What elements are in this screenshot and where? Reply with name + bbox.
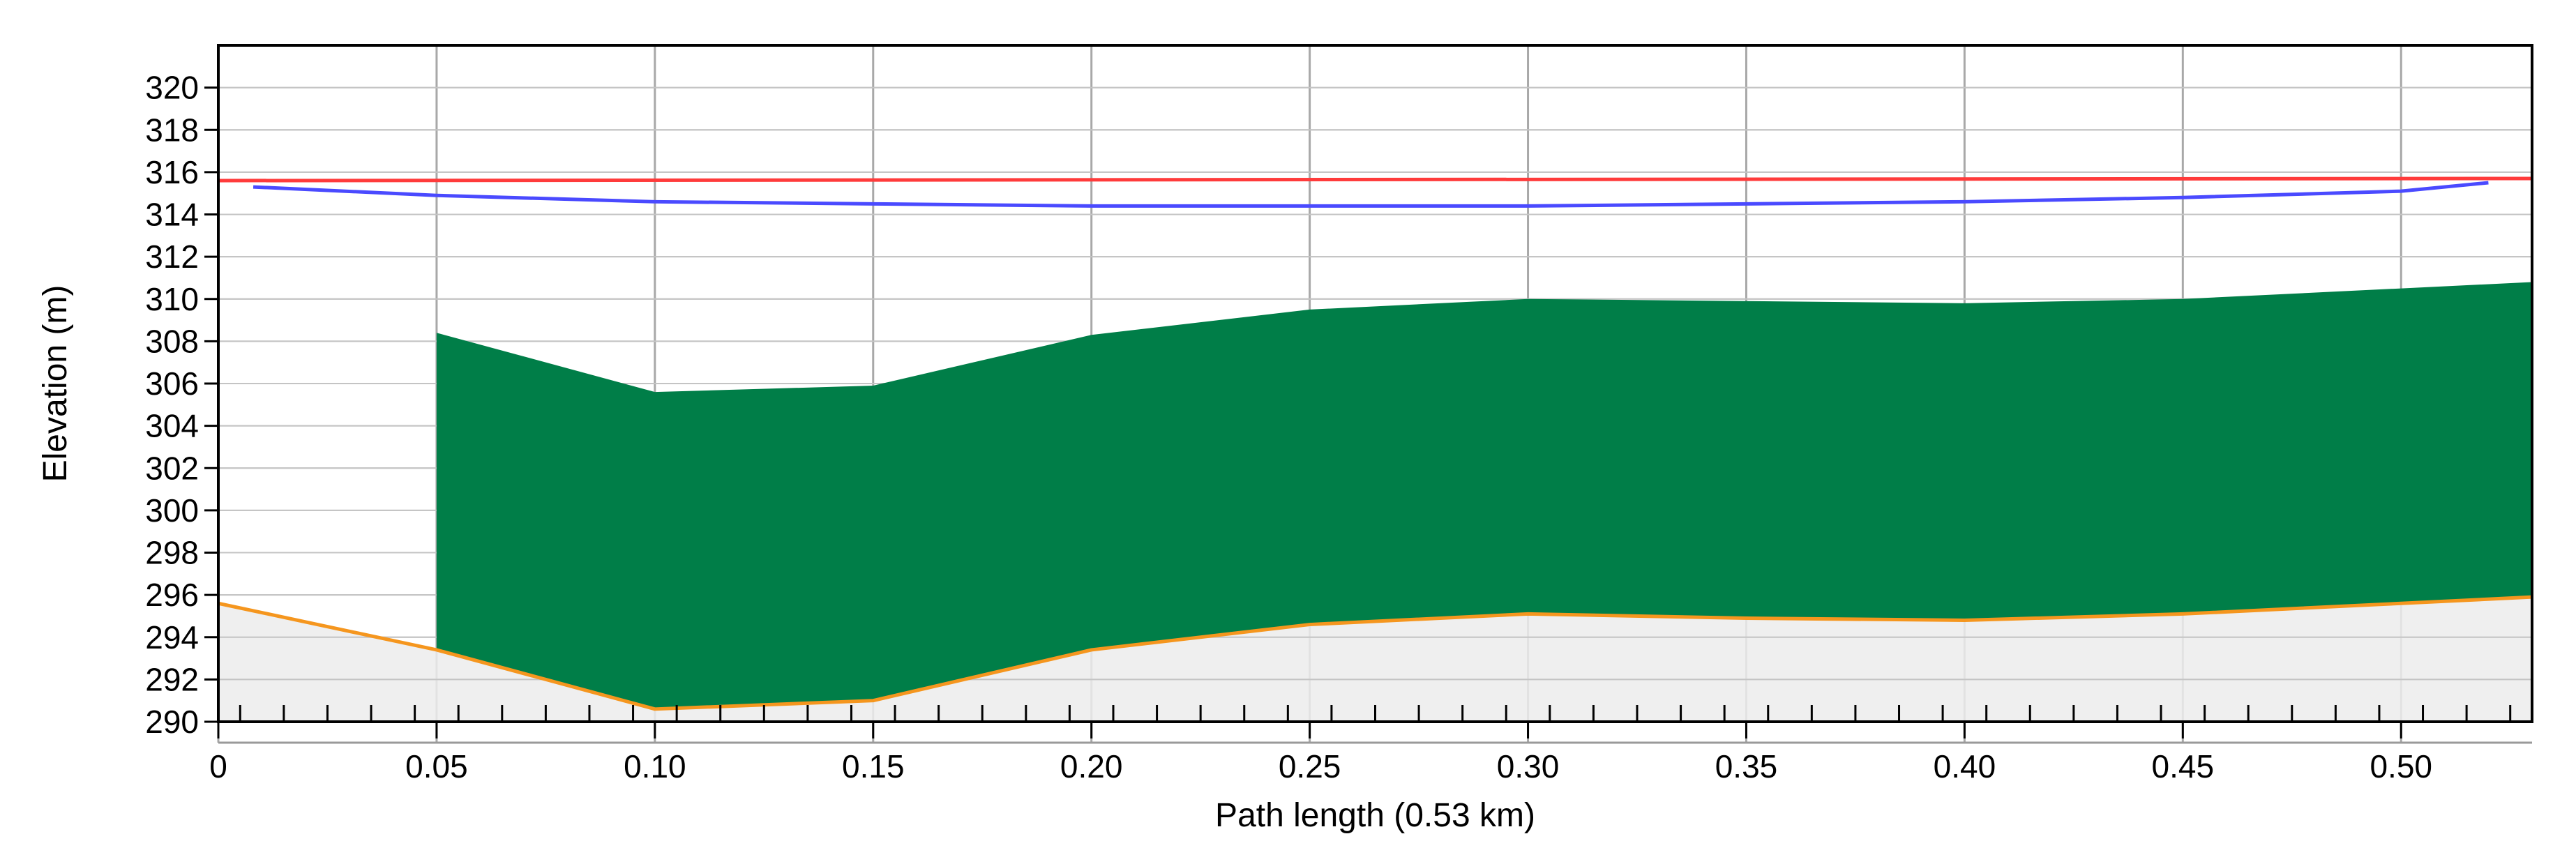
x-tick-label: 0.30 xyxy=(1497,748,1560,785)
x-axis-label: Path length (0.53 km) xyxy=(1215,797,1535,834)
y-axis-ticks: 290 292 294 296 298 300 302 304 306 308 310 312 314 3… xyxy=(145,70,218,740)
y-axis-label: Elevation (m) xyxy=(37,285,74,483)
x-tick-label: 0.15 xyxy=(842,748,905,785)
x-tick-label: 0 xyxy=(209,748,227,785)
canopy-area xyxy=(436,282,2532,709)
ground-fill-area xyxy=(218,597,2532,722)
terrain-line xyxy=(218,595,2533,711)
x-tick-label: 0.35 xyxy=(1715,748,1778,785)
series-marks xyxy=(218,176,2533,711)
y-tick-label: 314 xyxy=(145,197,199,233)
y-tick-label: 296 xyxy=(145,577,199,613)
fresnel-zone-line xyxy=(253,181,2489,208)
x-tick-label: 0.40 xyxy=(1934,748,1996,785)
x-tick-label: 0.20 xyxy=(1060,748,1123,785)
y-tick-label: 292 xyxy=(145,661,199,697)
x-tick-label: 0.25 xyxy=(1279,748,1341,785)
y-tick-label: 294 xyxy=(145,619,199,655)
x-tick-label: 0.10 xyxy=(624,748,686,785)
y-tick-label: 302 xyxy=(145,450,199,486)
y-tick-label: 318 xyxy=(145,112,199,148)
y-tick-label: 298 xyxy=(145,535,199,571)
y-tick-label: 290 xyxy=(145,704,199,740)
x-axis-ticks: 0 0.05 0.10 0.15 0.20 0.25 0.30 0.35 0.40 0.45 0.5… xyxy=(209,722,2432,785)
y-tick-label: 310 xyxy=(145,281,199,317)
x-tick-label: 0.50 xyxy=(2370,748,2432,785)
ruler-strip xyxy=(218,705,2532,744)
y-tick-label: 320 xyxy=(145,70,199,106)
y-tick-label: 308 xyxy=(145,323,199,359)
line-of-sight-line xyxy=(218,176,2533,183)
y-tick-label: 300 xyxy=(145,492,199,529)
x-tick-label: 0.05 xyxy=(405,748,468,785)
x-tick-label: 0.45 xyxy=(2152,748,2215,785)
y-tick-label: 316 xyxy=(145,154,199,190)
y-tick-label: 306 xyxy=(145,365,199,402)
y-tick-label: 312 xyxy=(145,238,199,275)
y-tick-label: 304 xyxy=(145,408,199,444)
